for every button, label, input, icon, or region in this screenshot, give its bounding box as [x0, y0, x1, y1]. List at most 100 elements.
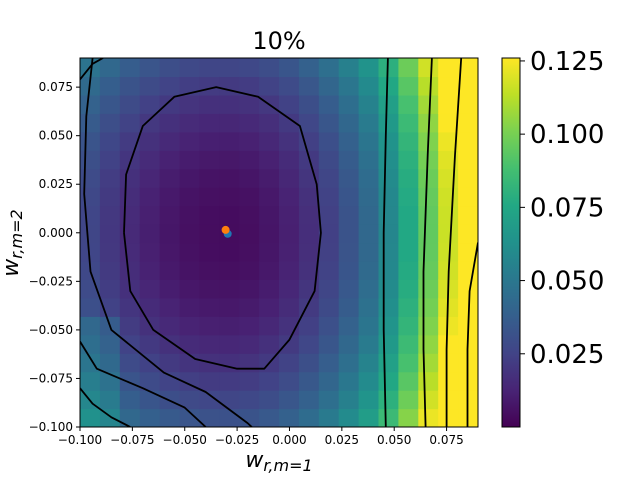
heatmap-cell — [438, 371, 459, 391]
colorbar-tick-label: 0.125 — [530, 47, 604, 77]
heatmap-cell — [119, 260, 141, 280]
heatmap-cell — [338, 334, 360, 354]
heatmap-cell — [318, 371, 340, 391]
heatmap-cell — [119, 168, 141, 188]
heatmap-cell — [338, 279, 360, 299]
heatmap-cell — [358, 76, 380, 96]
heatmap-cell — [338, 131, 360, 151]
x-tick-label: −0.100 — [58, 433, 102, 447]
heatmap-cell — [259, 205, 280, 225]
heatmap-cell — [418, 334, 439, 354]
heatmap-cell — [179, 334, 200, 354]
heatmap-cell — [239, 131, 260, 151]
heatmap-cell — [398, 76, 419, 96]
heatmap-cell — [318, 131, 340, 151]
heatmap-cell — [318, 113, 340, 133]
heatmap-cell — [119, 390, 141, 410]
heatmap-cell — [259, 242, 280, 262]
heatmap-cell — [159, 187, 181, 207]
heatmap-cell — [378, 113, 399, 133]
heatmap-cell — [318, 260, 340, 280]
heatmap-cell — [318, 279, 340, 299]
heatmap-cell — [438, 131, 459, 151]
y-tick-label: −0.100 — [29, 420, 73, 434]
heatmap-cell — [159, 390, 181, 410]
heatmap-cell — [418, 279, 439, 299]
heatmap-cell — [159, 242, 181, 262]
heatmap-cell — [219, 334, 240, 354]
heatmap-cell — [298, 390, 320, 410]
heatmap-cell — [159, 334, 181, 354]
y-tick-label: 0.050 — [39, 129, 73, 143]
heatmap-cell — [219, 371, 240, 391]
heatmap-cell — [378, 371, 399, 391]
heatmap-cell — [318, 94, 340, 114]
contour-line — [422, 58, 433, 427]
heatmap-cell — [378, 390, 399, 410]
heatmap-cell — [259, 187, 280, 207]
heatmap-cell — [378, 150, 399, 170]
heatmap-cell — [139, 297, 161, 317]
heatmap-cell — [458, 279, 478, 299]
heatmap-cell — [418, 205, 439, 225]
heatmap-cell — [398, 353, 419, 373]
heatmap-cell — [179, 279, 200, 299]
x-axis: −0.100 −0.075 −0.050 −0.025 0.000 0.025 0.050 0… — [58, 427, 464, 447]
heatmap-cell — [219, 94, 240, 114]
y-tick-label: −0.025 — [29, 274, 73, 288]
heatmap-cell — [358, 353, 380, 373]
heatmap-cell — [239, 168, 260, 188]
heatmap-cell — [179, 224, 200, 244]
heatmap-cell — [139, 94, 161, 114]
heatmap-cell — [418, 224, 439, 244]
heatmap-cell — [139, 113, 161, 133]
heatmap-cell — [219, 260, 240, 280]
heatmap-cell — [318, 224, 340, 244]
heatmap-cell — [239, 390, 260, 410]
heatmap-cell — [239, 205, 260, 225]
heatmap-cell — [99, 390, 121, 410]
heatmap-cell — [219, 168, 240, 188]
data-point — [221, 225, 230, 234]
heatmap-cell — [279, 408, 300, 427]
y-tick-label: 0.025 — [39, 177, 73, 191]
heatmap-cell — [438, 334, 459, 354]
heatmap-cell — [378, 58, 399, 78]
heatmap-cell — [239, 408, 260, 427]
heatmap-cell — [99, 242, 121, 262]
heatmap-cell — [458, 205, 478, 225]
contour-line — [80, 387, 131, 427]
heatmap-cell — [279, 279, 300, 299]
heatmap-cell — [418, 242, 439, 262]
heatmap-cell — [179, 168, 200, 188]
heatmap-cell — [119, 408, 141, 427]
heatmap-cell — [318, 408, 340, 427]
heatmap-cell — [239, 224, 260, 244]
heatmap-cell — [159, 76, 181, 96]
heatmap-cell — [438, 94, 459, 114]
heatmap-cell — [199, 408, 220, 427]
heatmap-cell — [239, 150, 260, 170]
heatmap-cell — [159, 316, 181, 336]
heatmap-cell — [159, 224, 181, 244]
heatmap-cell — [139, 58, 161, 78]
heatmap-cell — [159, 371, 181, 391]
heatmap-cell — [80, 94, 101, 114]
contour-line — [382, 58, 389, 427]
x-axis-label: wr,m=1 — [245, 448, 312, 475]
heatmap-cell — [298, 408, 320, 427]
heatmap-cell — [398, 94, 419, 114]
heatmap-cell — [80, 371, 101, 391]
colorbar-tick-label: 0.050 — [530, 267, 604, 297]
heatmap-cell — [119, 113, 141, 133]
heatmap-cell — [99, 168, 121, 188]
heatmap-cell — [338, 297, 360, 317]
heatmap-cell — [358, 371, 380, 391]
heatmap-cell — [199, 76, 220, 96]
heatmap-cell — [139, 390, 161, 410]
heatmap-cell — [338, 76, 360, 96]
heatmap-cell — [139, 242, 161, 262]
heatmap-cell — [80, 242, 101, 262]
heatmap-cell — [119, 371, 141, 391]
